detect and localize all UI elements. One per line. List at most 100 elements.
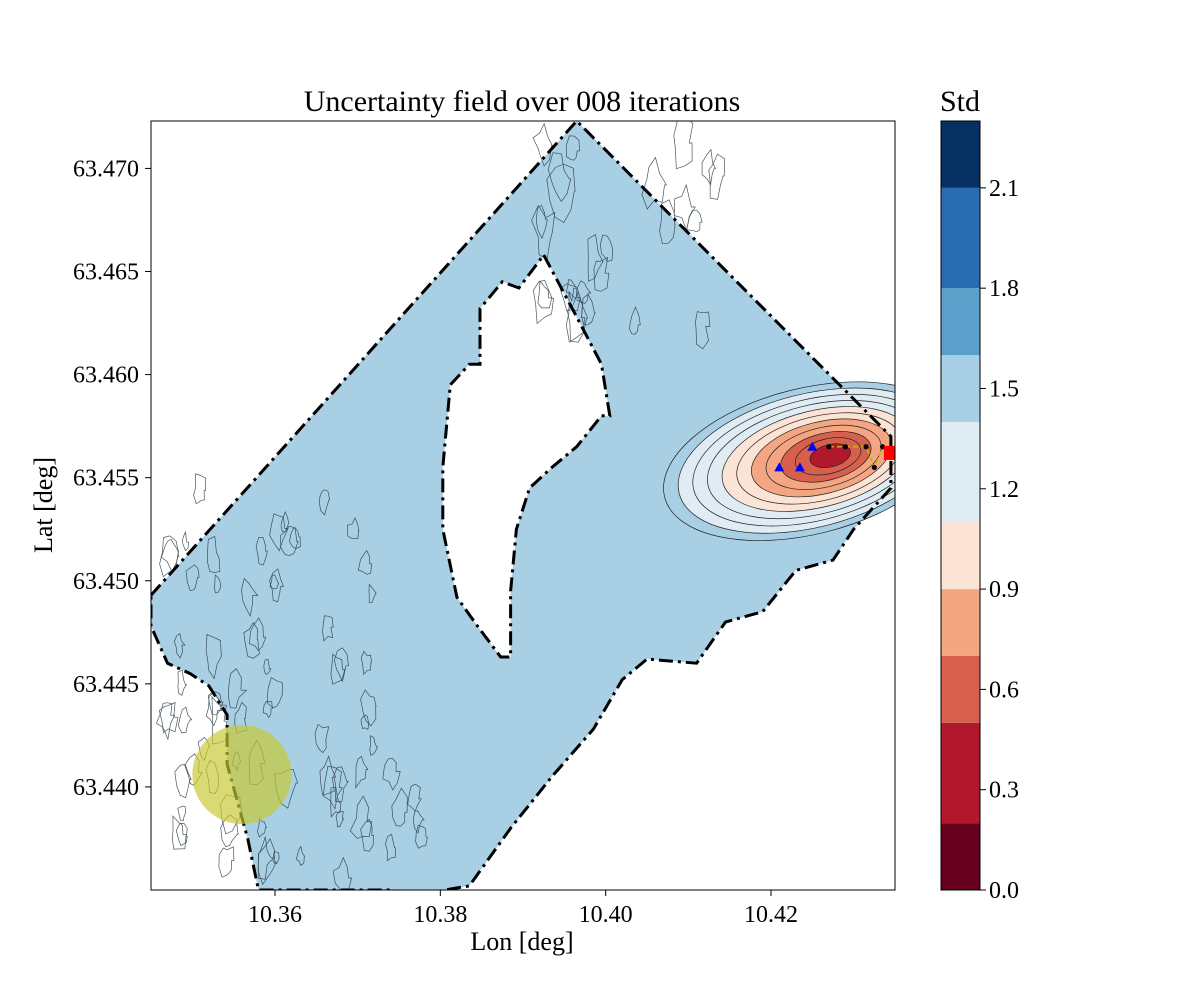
contour-line (241, 577, 259, 618)
colorbar-tick-label: 0.9 (989, 577, 1019, 603)
sample-triangle (807, 441, 818, 451)
contour-line (171, 815, 187, 850)
contour-line (587, 234, 604, 282)
contour-line (330, 653, 346, 685)
contour-line (547, 152, 572, 203)
contour-line (177, 805, 187, 822)
uncertainty-field-fill (151, 121, 891, 890)
contour-line (314, 723, 330, 754)
contour-line (193, 473, 207, 505)
colorbar: Std 0.0 0.3 0.6 0.9 1.2 1.5 1.8 2.1 (940, 85, 1019, 904)
plot-frame (150, 120, 896, 891)
contour-line (262, 701, 273, 719)
x-axis-ticks: 10.36 10.38 10.40 10.42 (248, 890, 798, 928)
colorbar-bin (941, 722, 980, 824)
contour-line (174, 764, 192, 799)
contour-line (289, 528, 301, 549)
visited-point (826, 444, 832, 450)
contour-line (673, 121, 694, 170)
contour-line (205, 633, 223, 680)
contour-line (360, 689, 377, 727)
contour-line (334, 647, 350, 683)
x-tick-label: 10.38 (413, 902, 467, 928)
trajectory-path (828, 445, 884, 470)
contour-line (174, 633, 186, 659)
contour-line (593, 256, 610, 292)
colorbar-bin (941, 522, 980, 590)
colorbar-tick-label: 2.1 (989, 176, 1019, 202)
sample-triangle (774, 462, 785, 472)
contour-line (257, 838, 277, 886)
colorbar-tick-label: 1.5 (989, 376, 1019, 402)
contour-line (628, 306, 641, 335)
x-tick-label: 10.40 (579, 902, 633, 928)
y-tick-label: 63.460 (73, 363, 139, 389)
y-tick-label: 63.455 (73, 466, 139, 492)
x-tick-label: 10.36 (248, 902, 302, 928)
contour-line (185, 564, 200, 592)
contour-line (360, 714, 370, 730)
contour-line (266, 676, 283, 709)
contour-line (407, 783, 422, 812)
y-axis-ticks: 63.440 63.445 63.450 63.455 63.460 63.465 63.4… (73, 156, 151, 801)
contour-line (537, 280, 553, 309)
contour-line (249, 617, 267, 652)
contour-line (295, 845, 306, 866)
contour-line (577, 280, 592, 305)
colorbar-bin (941, 421, 980, 523)
visited-point (863, 444, 869, 450)
contour-line (333, 766, 349, 802)
contour-line (357, 549, 372, 575)
contour-line (346, 517, 360, 540)
contour-line (391, 787, 408, 827)
target-circle (192, 724, 292, 825)
x-axis-label: Lon [deg] (470, 927, 573, 956)
contour-line (349, 795, 373, 839)
contour-line (257, 817, 267, 838)
contour-line (369, 735, 379, 756)
visited-point (842, 444, 849, 450)
y-tick-label: 63.445 (73, 672, 139, 698)
colorbar-tick-label: 0.6 (989, 677, 1019, 703)
y-tick-label: 63.470 (73, 156, 139, 182)
current-location (883, 445, 895, 460)
contour-line (531, 204, 556, 261)
contour-line (695, 311, 711, 350)
contour-line (330, 787, 342, 818)
colorbar-bin (941, 121, 980, 188)
contour-line (177, 706, 193, 734)
contour-line (272, 850, 280, 865)
colorbar-bin (941, 823, 980, 891)
contour-line (546, 163, 576, 223)
contour-line (263, 658, 272, 675)
contour-line (360, 650, 373, 676)
colorbar-frame (940, 120, 981, 891)
contour-line (177, 669, 187, 696)
contour-line (708, 153, 726, 200)
contour-line (269, 574, 280, 590)
low-uncertainty-region (663, 381, 895, 541)
colorbar-tick-label: 1.8 (989, 276, 1019, 302)
contour-line (355, 755, 369, 789)
contour-line (536, 204, 548, 240)
contour-line (532, 122, 553, 167)
colorbar-bin (941, 589, 980, 656)
domain-boundary (151, 121, 893, 890)
contour-line (213, 574, 222, 594)
island-boundary (441, 252, 612, 659)
colorbar-title: Std (940, 85, 980, 118)
colorbar-tick-label: 1.2 (989, 477, 1019, 503)
contour-line (385, 833, 396, 862)
contour-line (243, 621, 260, 659)
colorbar-bin (941, 288, 980, 356)
contour-line (182, 531, 190, 552)
contour-line (175, 823, 188, 847)
colorbar-tick-label: 0.3 (989, 778, 1019, 804)
trajectory-markers (774, 441, 895, 472)
contour-line (368, 583, 377, 604)
contour-line (335, 810, 345, 828)
contour-line (218, 846, 235, 878)
colorbar-bin (941, 355, 980, 422)
contour-line (207, 691, 224, 716)
